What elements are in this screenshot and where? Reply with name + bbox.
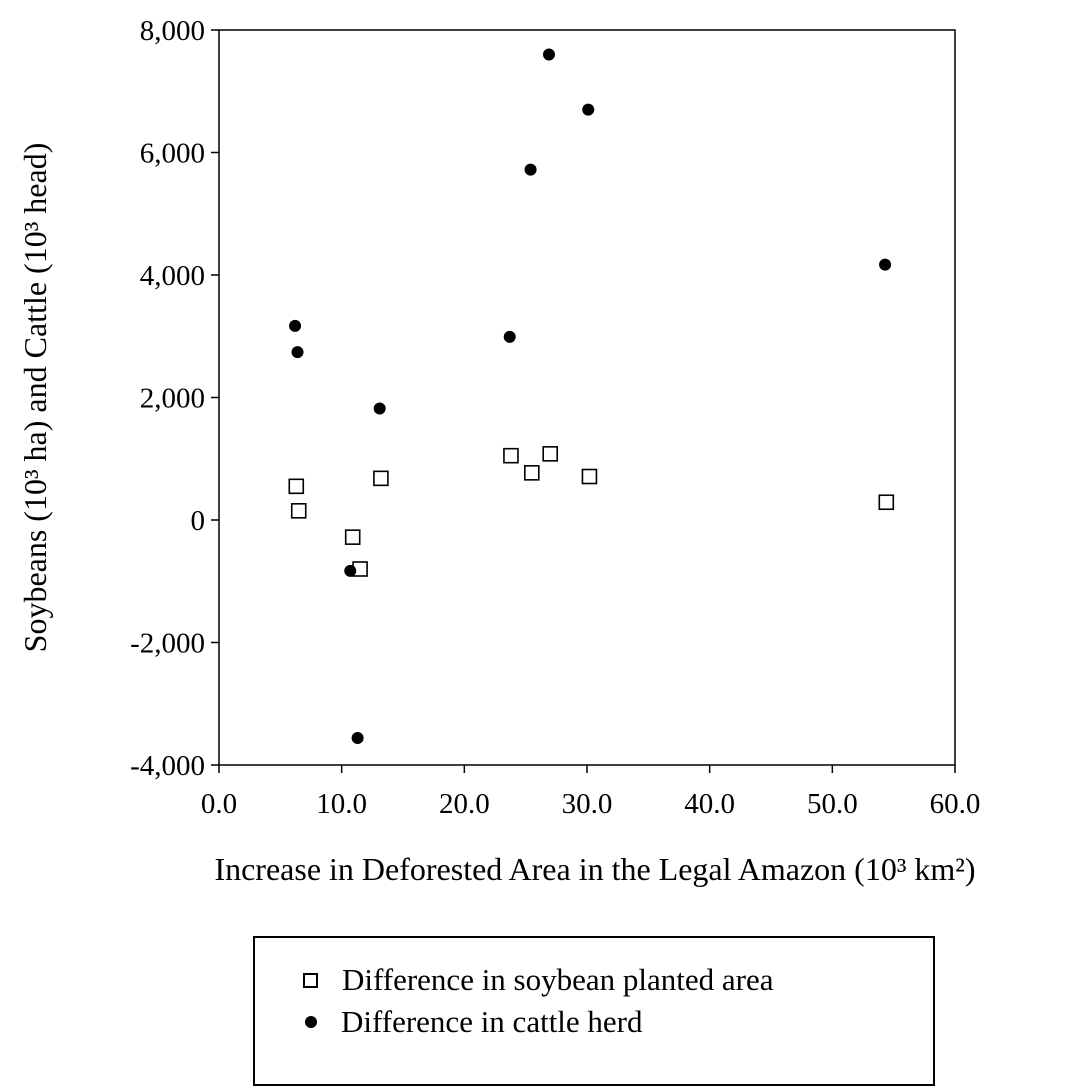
x-tick-label: 40.0	[684, 788, 735, 820]
filled-circle-marker-icon	[305, 1016, 317, 1028]
x-tick-label: 10.0	[316, 788, 367, 820]
cattle-point	[351, 732, 364, 745]
cattle-point	[344, 564, 357, 577]
soybean-point	[288, 478, 305, 495]
y-tick-label: -4,000	[130, 750, 205, 782]
legend-label: Difference in soybean planted area	[342, 962, 774, 997]
soybean-point	[581, 468, 598, 485]
y-tick-label: 8,000	[140, 15, 205, 47]
y-tick-label: -2,000	[130, 628, 205, 660]
x-tick-label: 50.0	[807, 788, 858, 820]
x-tick-label: 60.0	[930, 788, 981, 820]
cattle-point	[291, 346, 304, 359]
soybean-point	[542, 446, 559, 462]
y-axis: -4,000 -2,000 0 2,000 4,000 6,000 8,000	[130, 15, 219, 782]
cattle-point	[879, 258, 892, 271]
x-axis-title: Increase in Deforested Area in the Legal…	[214, 851, 975, 887]
soybean-point	[290, 503, 307, 519]
x-tick-label: 20.0	[439, 788, 490, 820]
legend: Difference in soybean planted area Diffe…	[253, 936, 935, 1086]
y-tick-label: 2,000	[140, 383, 205, 415]
legend-label: Difference in cattle herd	[341, 1004, 643, 1039]
soybean-point	[503, 447, 519, 464]
cattle-point	[503, 330, 516, 343]
cattle-point	[524, 163, 537, 176]
soybean-point	[523, 465, 540, 481]
cattle-point	[289, 319, 302, 332]
legend-item-soybean: Difference in soybean planted area	[303, 960, 774, 1000]
legend-item-cattle: Difference in cattle herd	[303, 1002, 643, 1042]
cattle-point	[542, 48, 555, 61]
soybean-point	[373, 470, 389, 487]
soybean-point	[878, 494, 895, 511]
x-tick-label: 0.0	[201, 788, 237, 820]
cattle-point	[582, 103, 595, 116]
y-tick-label: 6,000	[140, 138, 205, 170]
cattle-point	[373, 402, 386, 415]
data-points	[288, 48, 895, 745]
x-tick-label: 30.0	[562, 788, 613, 820]
plot-frame	[218, 29, 956, 766]
y-tick-label: 4,000	[140, 260, 205, 292]
soybean-point	[344, 529, 361, 545]
open-square-marker-icon	[303, 972, 318, 988]
y-tick-label: 0	[191, 505, 206, 537]
x-axis: 0.0 10.0 20.0 30.0 40.0 50.0 60.0	[201, 765, 981, 820]
y-axis-title: Soybeans (10³ ha) and Cattle (10³ head)	[17, 143, 53, 653]
